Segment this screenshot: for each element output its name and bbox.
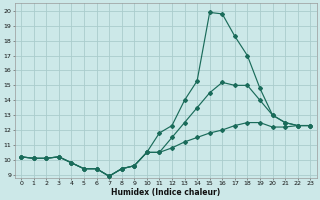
X-axis label: Humidex (Indice chaleur): Humidex (Indice chaleur) [111,188,220,197]
